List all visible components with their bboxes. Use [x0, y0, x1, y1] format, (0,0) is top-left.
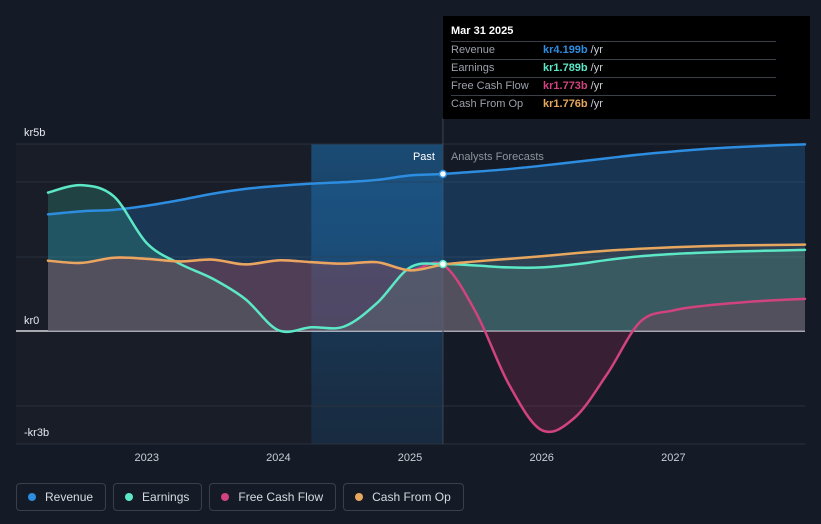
tooltip-row-value: kr1.773b [543, 80, 588, 92]
x-tick-label: 2023 [134, 452, 158, 464]
y-label-bottom: -kr3b [24, 427, 49, 439]
y-label-zero: kr0 [24, 315, 39, 327]
legend-item-free-cash-flow[interactable]: Free Cash Flow [209, 483, 337, 511]
tooltip-row-label: Free Cash Flow [451, 80, 529, 92]
past-label: Past [413, 151, 435, 163]
tooltip-date: Mar 31 2025 [451, 24, 776, 42]
hover-tooltip: Mar 31 2025 Revenue kr4.199b/yr Earnings kr… [443, 16, 810, 119]
x-tick-label: 2024 [266, 452, 290, 464]
past-region [16, 144, 312, 444]
area-cash-from-op [48, 244, 805, 331]
legend-item-revenue[interactable]: Revenue [16, 483, 107, 511]
forecast-label: Analysts Forecasts [451, 151, 544, 163]
legend-item-cash-from-op[interactable]: Cash From Op [343, 483, 464, 511]
recent-past-band [311, 144, 443, 444]
tooltip-row: Free Cash Flow kr1.773b/yr [451, 78, 776, 96]
tooltip-row-unit: /yr [590, 44, 603, 56]
x-tick-label: 2026 [529, 452, 553, 464]
marker-earnings [438, 259, 448, 269]
legend-label: Cash From Op [372, 490, 451, 504]
legend-label: Free Cash Flow [238, 490, 324, 504]
tooltip-row-unit: /yr [590, 62, 603, 74]
legend-item-earnings[interactable]: Earnings [113, 483, 203, 511]
tooltip-row: Earnings kr1.789b/yr [451, 60, 776, 78]
tooltip-row-value: kr1.789b [543, 62, 588, 74]
legend-dot-icon [28, 493, 36, 501]
legend-dot-icon [221, 493, 230, 501]
tooltip-row-label: Cash From Op [451, 98, 524, 110]
legend-label: Earnings [142, 490, 190, 504]
legend-dot-icon [125, 493, 134, 501]
legend-dot-icon [355, 493, 364, 501]
tooltip-row: Revenue kr4.199b/yr [451, 42, 776, 60]
area-free-cash-flow [48, 257, 805, 432]
tooltip-row-value: kr1.776b [543, 98, 588, 110]
tooltip-row-label: Revenue [451, 44, 496, 56]
tooltip-row-value: kr4.199b [543, 44, 588, 56]
financial-chart: kr5b kr0 -kr3b Past Analysts Forecasts 2023 20… [16, 118, 807, 464]
x-tick-label: 2025 [398, 452, 422, 464]
tooltip-row-unit: /yr [590, 80, 603, 92]
tooltip-row-unit: /yr [590, 98, 603, 110]
line-revenue [46, 143, 807, 216]
legend-label: Revenue [45, 490, 94, 504]
area-earnings [48, 185, 805, 332]
x-tick-label: 2027 [661, 452, 685, 464]
tooltip-row: Cash From Op kr1.776b/yr [451, 96, 776, 113]
y-label-top: kr5b [24, 127, 45, 139]
tooltip-row-label: Earnings [451, 62, 495, 74]
chart-legend: Revenue Earnings Free Cash Flow Cash From O… [16, 483, 464, 511]
line-cash-from-op [46, 243, 807, 272]
marker-revenue [438, 169, 448, 179]
